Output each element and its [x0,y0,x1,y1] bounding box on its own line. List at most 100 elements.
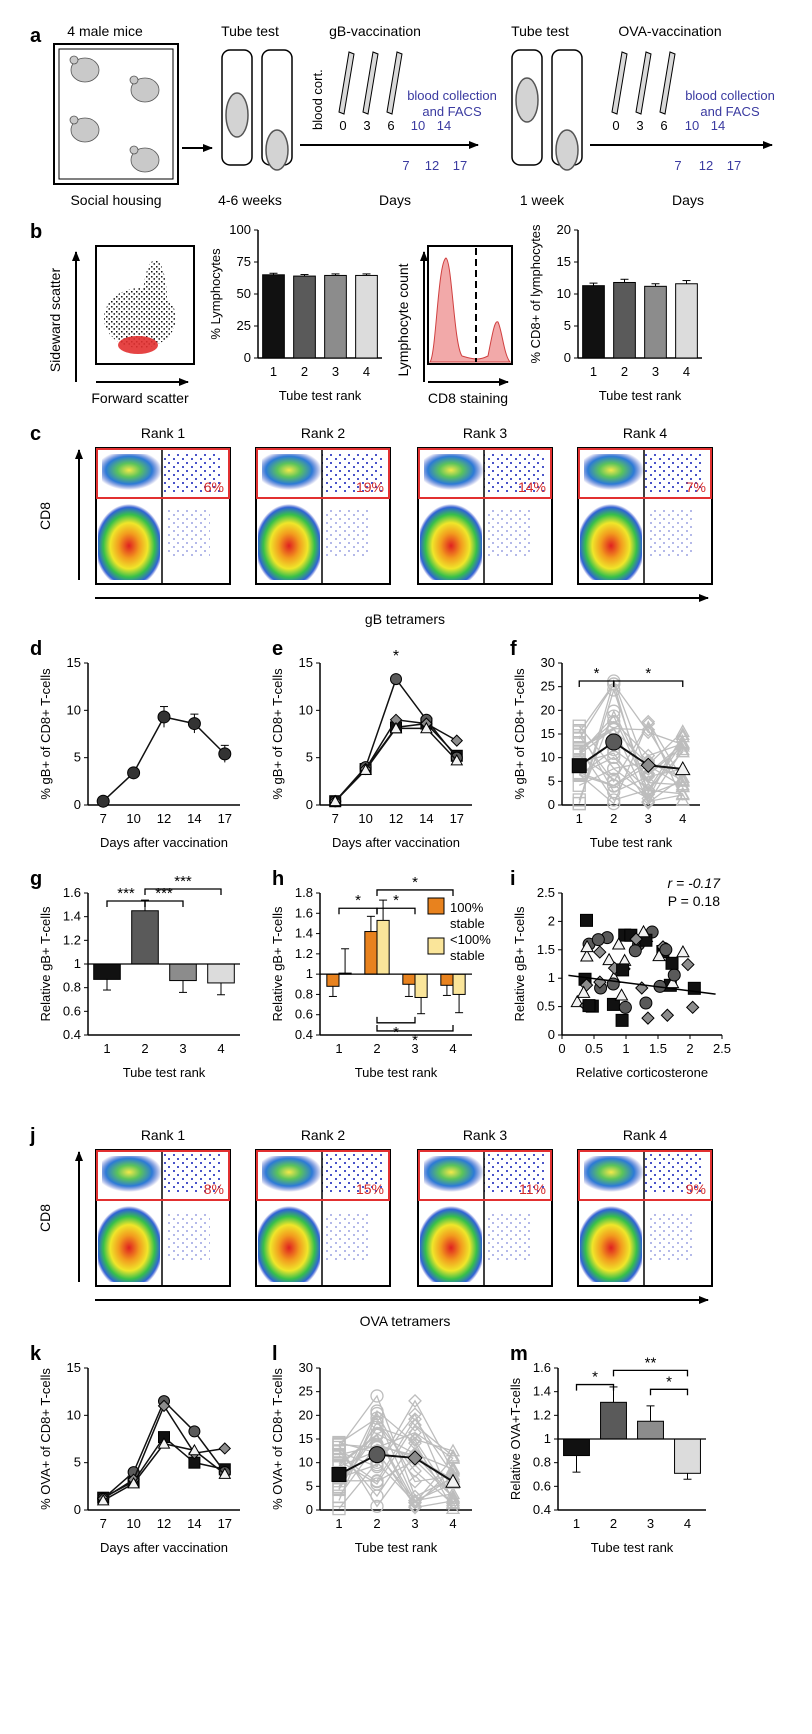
series-line [102,1399,226,1500]
housing-label: 4 male mice [67,23,143,39]
y-tick-label: 15 [67,655,81,670]
individual-point [572,745,586,759]
days-label-2: Days [672,192,704,208]
marker-rank3 [450,734,464,747]
individual-point [408,1393,422,1408]
x-tick-label: 7 [100,811,107,826]
x-tick-label: 3 [645,811,652,826]
x-tick-label: 4 [449,1516,456,1531]
bar [674,1438,701,1474]
y-tick-label: 0.6 [63,1003,81,1018]
marker-rank2 [368,1446,386,1464]
bar [262,274,285,359]
individual-trace [578,720,683,757]
collect-day: 14 [711,118,725,133]
vacc-day: 6 [660,118,667,133]
facs-density-main [98,1206,160,1282]
individual-point [408,1425,422,1440]
data-point [127,766,141,780]
bar [440,973,454,986]
mean-line [578,740,683,771]
facs-percent-label: 15% [356,1181,384,1197]
y-tick-label: 0.6 [533,1478,551,1493]
individual-point [370,1474,384,1488]
lymphocyte-gate [118,336,158,354]
x-tick-label: 4 [679,811,686,826]
significance-label: * [355,892,361,909]
x-tick-label: 1 [270,364,277,379]
facs-scatter-dots [648,510,692,558]
facs-scatter-dots [166,1212,210,1260]
y-axis-label: Relative gB+ T-cells [38,906,53,1022]
bar [293,275,316,359]
facs-cd8-gate [578,448,712,499]
panel-a: a 4 male mice Social housing Tube test 4… [30,23,775,208]
individual-point [572,729,586,743]
y-tick-label: 30 [541,655,555,670]
marker-rank3 [629,932,643,946]
y-tick-label: 0 [564,350,571,365]
marker-rank1 [615,1013,629,1027]
bar [644,285,667,359]
individual-point [572,778,586,792]
significance-bracket [613,680,684,687]
y-tick-label: 5 [306,750,313,765]
marker-rank2 [591,933,605,947]
individual-trace [578,725,684,779]
significance-label: *** [174,873,192,890]
vacc-day: 6 [387,118,394,133]
individual-point [675,744,690,758]
y-tick-label: 0.4 [295,1027,313,1042]
significance-bracket [612,1369,689,1377]
facs-rank-label: Rank 3 [463,1127,508,1143]
y-tick-label: 0 [74,797,81,812]
facs-rank-label: Rank 3 [463,425,508,441]
significance-bracket [376,889,454,896]
collect-day: 7 [674,158,681,173]
collection-label: blood collection [407,88,497,103]
marker-rank4 [652,948,666,962]
facs-percent-label: 9% [686,1181,706,1197]
x-axis-label: Tube test rank [355,1065,438,1080]
facs-cd8-gate [418,1150,552,1201]
h-legend-label: stable [450,916,485,931]
y-tick-label: 10 [67,702,81,717]
x-tick-label: 12 [157,811,171,826]
marker-rank4 [580,939,594,953]
individual-point [408,1412,422,1427]
facs-rank-label: Rank 1 [141,1127,186,1143]
marker-rank3 [660,1008,675,1022]
series-line [102,1404,225,1500]
facs-cd8-gate [256,448,390,499]
y-tick-label: 2 [548,913,555,928]
bar [169,963,197,982]
j-ylabel: CD8 [37,1204,53,1232]
facs-tetramer-positive [644,1154,704,1194]
y-tick-label: 50 [237,286,251,301]
facs-scatter-dots [326,1212,370,1260]
mouse-icons [69,55,160,173]
individual-point [641,794,656,809]
facs-percent-label: 6% [204,479,224,495]
x-tick-label: 1 [103,1041,110,1056]
facs-density-top [424,454,484,490]
marker-rank3 [407,1450,423,1466]
scatter-ylabel: Sideward scatter [47,268,63,373]
y-tick-label: 0.8 [295,986,313,1001]
marker-rank3 [681,957,695,972]
y-tick-label: 1.6 [533,1360,551,1375]
facs-tetramer-positive [484,1154,544,1194]
y-tick-label: 20 [557,222,571,237]
individual-point [675,792,690,806]
x-tick-label: 17 [218,1516,232,1531]
x-tick-label: 17 [218,811,232,826]
facs-rank-label: Rank 4 [623,1127,668,1143]
marker-rank1 [571,758,587,774]
marker-rank2 [639,996,653,1010]
marker-rank4 [450,753,464,766]
data-point [96,794,110,808]
marker-rank2 [390,673,402,686]
y-tick-label: 0.8 [63,980,81,995]
panel-letter-m: m [510,1343,528,1365]
